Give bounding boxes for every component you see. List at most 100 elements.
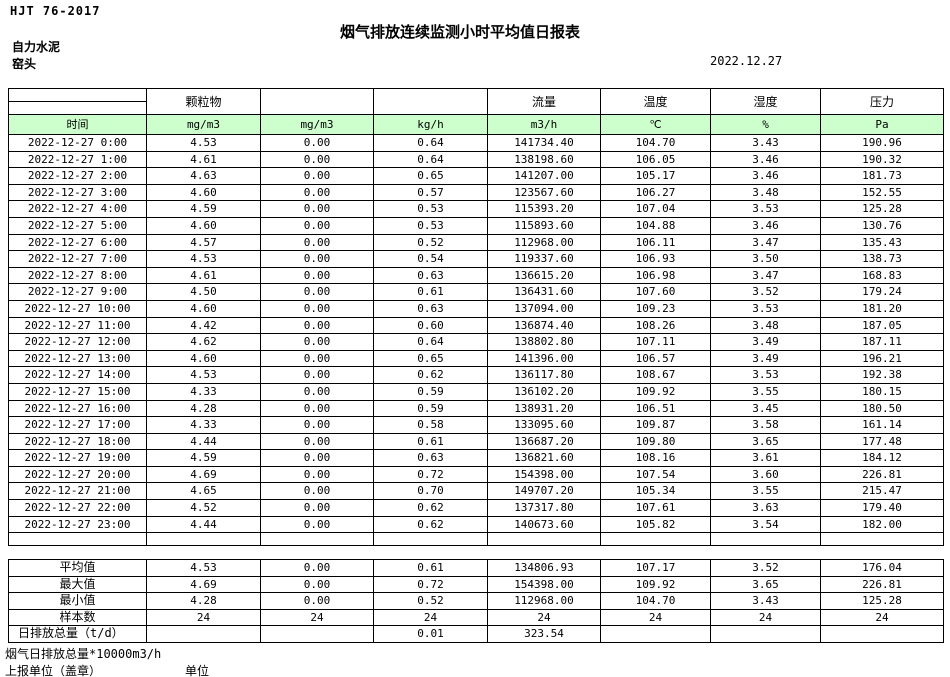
doc-code: HJT 76-2017 — [10, 4, 101, 18]
value-cell: 0.00 — [260, 266, 374, 285]
time-cell: 2022-12-27 20:00 — [8, 465, 147, 484]
value-cell: 137094.00 — [487, 299, 601, 318]
report-date: 2022.12.27 — [710, 54, 783, 68]
time-header: 时间 — [8, 114, 147, 135]
column-group-flow: 流量 — [487, 88, 601, 115]
empty-cell — [600, 532, 711, 547]
value-cell: 152.55 — [820, 183, 944, 202]
value-cell: 138931.20 — [487, 399, 601, 418]
table-row: 2022-12-27 15:00 4.33 0.00 0.59 136102.20 109… — [8, 382, 944, 401]
time-cell: 2022-12-27 21:00 — [8, 482, 147, 501]
summary-value-cell: 0.00 — [260, 575, 374, 594]
empty-cell — [487, 532, 601, 547]
empty-cell — [146, 532, 261, 547]
table-row: 2022-12-27 14:00 4.53 0.00 0.62 136117.80 108… — [8, 366, 944, 384]
time-cell: 2022-12-27 23:00 — [8, 515, 147, 534]
value-cell: 0.70 — [373, 482, 488, 501]
summary-label: 最小值 — [8, 592, 147, 610]
value-cell: 0.00 — [260, 416, 374, 434]
value-cell: 3.58 — [710, 416, 821, 434]
summary-value-cell: 24 — [820, 608, 944, 627]
summary-value-cell: 24 — [260, 608, 374, 627]
value-cell: 4.53 — [146, 250, 261, 268]
value-cell: 3.54 — [710, 515, 821, 534]
time-cell: 2022-12-27 15:00 — [8, 382, 147, 401]
value-cell: 108.67 — [600, 366, 711, 384]
summary-value-cell: 3.52 — [710, 559, 821, 577]
value-cell: 187.11 — [820, 333, 944, 351]
column-group-pressure: 压力 — [820, 88, 944, 115]
value-cell: 4.33 — [146, 382, 261, 401]
summary-value-cell: 0.00 — [260, 559, 374, 577]
value-cell: 4.42 — [146, 316, 261, 335]
value-cell: 109.87 — [600, 416, 711, 434]
value-cell: 136615.20 — [487, 266, 601, 285]
spacer-row — [8, 532, 944, 547]
value-cell: 4.57 — [146, 233, 261, 252]
value-cell: 0.64 — [373, 150, 488, 169]
value-cell: 0.57 — [373, 183, 488, 202]
value-cell: 149707.20 — [487, 482, 601, 501]
value-cell: 3.48 — [710, 316, 821, 335]
value-cell: 138.73 — [820, 250, 944, 268]
value-cell: 0.54 — [373, 250, 488, 268]
group-header-row: 颗粒物 流量 温度 湿度 压力 — [8, 88, 944, 115]
table-row: 2022-12-27 10:00 4.60 0.00 0.63 137094.00 109… — [8, 299, 944, 318]
value-cell: 0.00 — [260, 316, 374, 335]
value-cell: 107.04 — [600, 200, 711, 218]
summary-value-cell — [260, 625, 374, 643]
report-unit-label: 上报单位（盖章） — [5, 664, 102, 677]
value-cell: 3.55 — [710, 482, 821, 501]
time-cell: 2022-12-27 8:00 — [8, 266, 147, 285]
unit-header-row: 时间 mg/m3 mg/m3 kg/h m3/h ℃ % Pa — [8, 114, 944, 135]
value-cell: 109.23 — [600, 299, 711, 318]
table-row: 2022-12-27 20:00 4.69 0.00 0.72 154398.00 107… — [8, 465, 944, 484]
value-cell: 3.61 — [710, 449, 821, 467]
value-cell: 109.92 — [600, 382, 711, 401]
table-row: 2022-12-27 11:00 4.42 0.00 0.60 136874.40 108… — [8, 316, 944, 335]
value-cell: 4.61 — [146, 266, 261, 285]
value-cell: 106.05 — [600, 150, 711, 169]
summary-row: 日排放总量（t/d） 0.01 323.54 — [8, 625, 944, 643]
value-cell: 3.55 — [710, 382, 821, 401]
unit-header-celsius: ℃ — [600, 114, 711, 135]
column-group-blank-2 — [373, 88, 488, 115]
value-cell: 3.43 — [710, 134, 821, 152]
value-cell: 4.60 — [146, 216, 261, 235]
value-cell: 0.00 — [260, 333, 374, 351]
table-row: 2022-12-27 9:00 4.50 0.00 0.61 136431.60 107.… — [8, 283, 944, 301]
value-cell: 3.50 — [710, 250, 821, 268]
value-cell: 4.60 — [146, 349, 261, 368]
summary-value-cell: 3.65 — [710, 575, 821, 594]
value-cell: 3.53 — [710, 299, 821, 318]
value-cell: 115893.60 — [487, 216, 601, 235]
value-cell: 0.00 — [260, 183, 374, 202]
column-group-temperature: 温度 — [600, 88, 711, 115]
page-title: 烟气排放连续监测小时平均值日报表 — [339, 23, 580, 41]
value-cell: 0.00 — [260, 465, 374, 484]
table-row: 2022-12-27 22:00 4.52 0.00 0.62 137317.80 107… — [8, 499, 944, 517]
report-table: 颗粒物 流量 温度 湿度 压力 时间 mg/m3 mg/m3 kg/h m3/h… — [8, 88, 944, 547]
value-cell: 0.00 — [260, 449, 374, 467]
value-cell: 3.60 — [710, 465, 821, 484]
group-header-blank — [8, 88, 147, 102]
value-cell: 0.00 — [260, 349, 374, 368]
time-cell: 2022-12-27 4:00 — [8, 200, 147, 218]
summary-value-cell: 4.69 — [146, 575, 261, 594]
unit-header-mgm3-1: mg/m3 — [146, 114, 261, 135]
empty-cell — [710, 532, 821, 547]
value-cell: 4.53 — [146, 134, 261, 152]
value-cell: 137317.80 — [487, 499, 601, 517]
table-row: 2022-12-27 18:00 4.44 0.00 0.61 136687.20 109… — [8, 432, 944, 451]
time-cell: 2022-12-27 13:00 — [8, 349, 147, 368]
value-cell: 3.53 — [710, 366, 821, 384]
value-cell: 0.00 — [260, 366, 374, 384]
time-cell: 2022-12-27 12:00 — [8, 333, 147, 351]
value-cell: 4.33 — [146, 416, 261, 434]
value-cell: 0.58 — [373, 416, 488, 434]
value-cell: 119337.60 — [487, 250, 601, 268]
value-cell: 104.88 — [600, 216, 711, 235]
time-cell: 2022-12-27 10:00 — [8, 299, 147, 318]
value-cell: 4.50 — [146, 283, 261, 301]
